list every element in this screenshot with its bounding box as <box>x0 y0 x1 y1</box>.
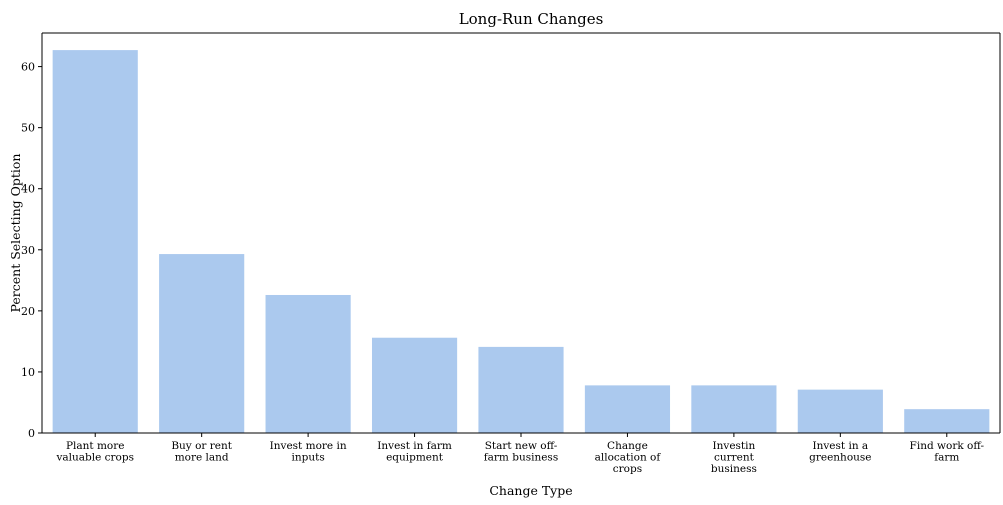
bar <box>52 50 138 433</box>
bar <box>478 346 564 433</box>
bar <box>371 337 458 433</box>
bar <box>159 254 245 433</box>
bar <box>691 385 777 433</box>
y-axis-label: Percent Selecting Option <box>8 154 23 313</box>
y-tick-label: 60 <box>21 61 35 74</box>
bar <box>584 385 671 433</box>
y-tick-label: 10 <box>21 366 35 379</box>
bars-layer <box>52 50 990 433</box>
y-tick-label: 20 <box>21 305 35 318</box>
ticks-layer: 0 10 20 30 40 50 60 Plant more valuable crops Buy… <box>21 61 984 475</box>
y-tick-label: 30 <box>21 244 35 257</box>
x-tick-label: Change allocation of crops <box>595 440 662 475</box>
y-tick-label: 0 <box>28 427 35 440</box>
bar <box>265 294 351 433</box>
bar <box>904 409 990 433</box>
x-tick-label: Find work off-farm <box>910 440 985 464</box>
x-tick-label: Start new off-farm business <box>484 440 558 464</box>
x-tick-label: Investin current business <box>711 440 757 475</box>
x-tick-label: Invest more in inputs <box>270 440 347 464</box>
y-tick-label: 40 <box>21 183 35 196</box>
x-tick-label: Invest in a greenhouse <box>809 440 871 464</box>
x-tick-label: Buy or rent more land <box>171 440 232 464</box>
chart-title: Long-Run Changes <box>459 10 604 28</box>
y-tick-label: 50 <box>21 122 35 135</box>
x-axis-label: Change Type <box>489 483 572 498</box>
x-tick-label: Plant more valuable crops <box>55 440 134 464</box>
x-tick-label: Invest in farm equipment <box>377 440 452 464</box>
bar <box>797 389 883 433</box>
